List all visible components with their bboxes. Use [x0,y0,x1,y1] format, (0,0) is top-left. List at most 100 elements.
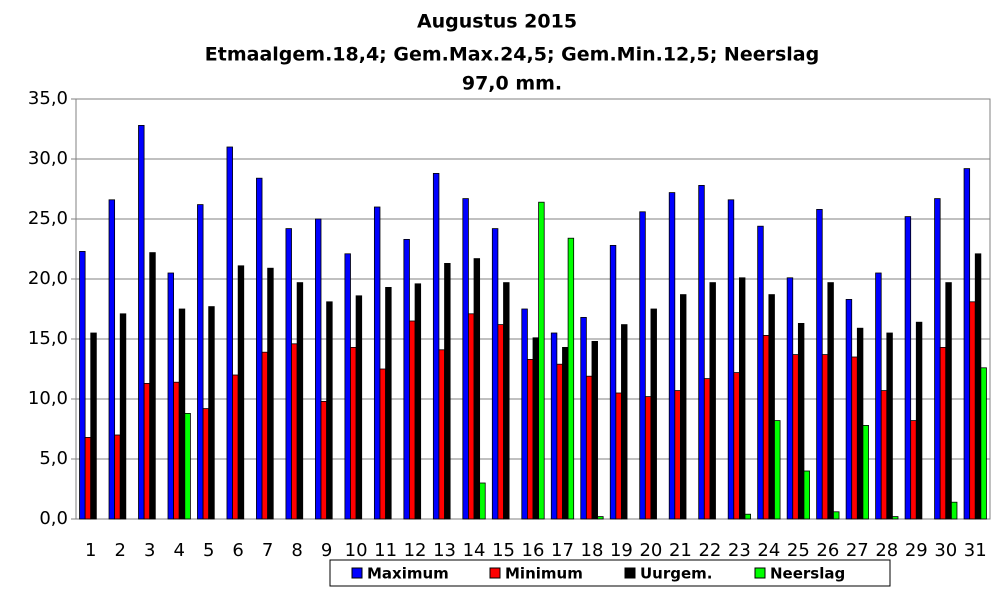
bar [862,424,869,520]
bar [744,513,751,520]
bar [267,267,274,520]
bar [173,381,180,520]
bar [904,216,912,520]
bar [226,146,233,520]
bar [875,272,882,520]
x-tick-label: 14 [463,540,486,561]
legend-swatch [489,567,501,579]
x-tick-label: 17 [551,540,574,561]
bar [462,198,469,520]
x-tick-label: 1 [85,540,96,561]
bar [644,396,652,520]
bar [79,250,86,520]
bar [585,375,593,520]
bar [497,324,504,520]
bar [444,262,451,520]
bar [178,308,186,520]
bar [851,356,858,520]
bar [285,228,292,520]
bar [963,168,971,520]
y-tick-label: 5,0 [39,448,68,469]
bar [432,172,440,520]
bar [473,258,481,520]
x-tick-label: 3 [144,540,155,561]
bar [639,211,646,520]
bar [256,177,263,520]
bar [733,372,740,520]
x-tick-label: 30 [934,540,957,561]
chart-subtitle: Etmaalgem.18,4; Gem.Max.24,5; Gem.Min.12… [205,44,819,66]
bar [296,282,304,520]
bar [650,308,657,520]
bar [143,382,151,520]
bar [526,358,534,520]
bar [491,228,499,520]
bar [950,501,958,520]
x-tick-label: 9 [321,540,332,561]
legend-swatch [351,567,363,579]
bar [291,343,298,520]
x-tick-label: 8 [291,540,302,561]
bar [503,282,510,520]
x-tick-label: 7 [262,540,273,561]
bar [84,436,92,520]
bar [727,199,735,520]
bar [621,324,628,520]
bar [538,201,545,520]
bar [550,332,558,520]
x-tick-label: 28 [875,540,898,561]
bar [738,277,746,520]
bar [344,253,351,520]
x-tick-label: 22 [698,540,721,561]
bar [827,282,834,520]
bar [945,282,952,520]
legend-label: Neerslag [770,565,845,583]
x-tick-label: 13 [433,540,456,561]
x-tick-label: 24 [757,540,780,561]
bar [562,346,569,520]
bar [232,374,239,520]
bar [833,511,840,520]
bar [403,238,410,520]
chart-title: Augustus 2015 [417,11,577,33]
bar [208,306,215,520]
bar [409,320,416,520]
bar [774,420,781,520]
bar [521,308,528,520]
bar [197,204,204,520]
bar [237,265,245,520]
bar [591,340,598,520]
bar [355,295,363,520]
bar [479,482,486,520]
bar [320,400,328,520]
bar [792,354,799,520]
bar [119,313,127,520]
x-tick-label: 23 [728,540,751,561]
y-tick-label: 30,0 [28,148,68,169]
bar [797,322,805,520]
bar [892,516,899,520]
bar [580,316,587,520]
bar [845,298,853,520]
bar [886,332,893,520]
bar [768,294,775,520]
y-tick-label: 25,0 [28,208,68,229]
bar [939,346,947,520]
x-tick-label: 4 [173,540,184,561]
bar [379,368,386,520]
bar [385,286,392,520]
y-tick-label: 35,0 [28,88,68,109]
legend-label: Uurgem. [640,565,713,583]
bar [167,272,174,520]
x-tick-label: 20 [639,540,662,561]
x-tick-label: 29 [905,540,928,561]
bar [786,277,794,520]
bar [880,390,888,520]
bar [856,327,864,520]
bar [567,237,575,520]
bar [674,390,681,520]
y-tick-label: 20,0 [28,268,68,289]
bar [934,198,941,520]
